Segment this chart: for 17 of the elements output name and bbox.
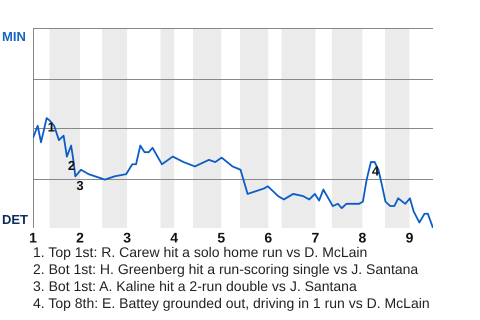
x-tick-label: 3 <box>123 229 132 246</box>
annotation: 1 <box>48 120 55 135</box>
x-tick-label: 8 <box>358 229 367 246</box>
text: 4. Top 8th: E. Battey grounded out, driving in 1 run vs D. McLain <box>33 295 430 312</box>
text: 2. Bot 1st: H. Greenberg hit a run-scoring single vs J. Santana <box>33 261 420 278</box>
x-tick-label: 4 <box>170 229 178 246</box>
text: 3. Bot 1st: A. Kaline hit a 2-run double vs J. Santana <box>33 278 358 295</box>
text: 1. Top 1st: R. Carew hit a solo home run vs D. McLain <box>33 244 368 261</box>
text: DET <box>2 212 28 227</box>
x-tick-label: 6 <box>264 229 272 246</box>
x-tick-label: 9 <box>406 229 414 246</box>
annotation: 3 <box>76 178 84 193</box>
x-tick-label: 2 <box>76 229 84 246</box>
x-tick-label: 1 <box>29 229 38 246</box>
text: MIN <box>2 29 26 44</box>
x-tick-label: 5 <box>217 229 226 246</box>
x-tick-label: 7 <box>311 229 320 246</box>
